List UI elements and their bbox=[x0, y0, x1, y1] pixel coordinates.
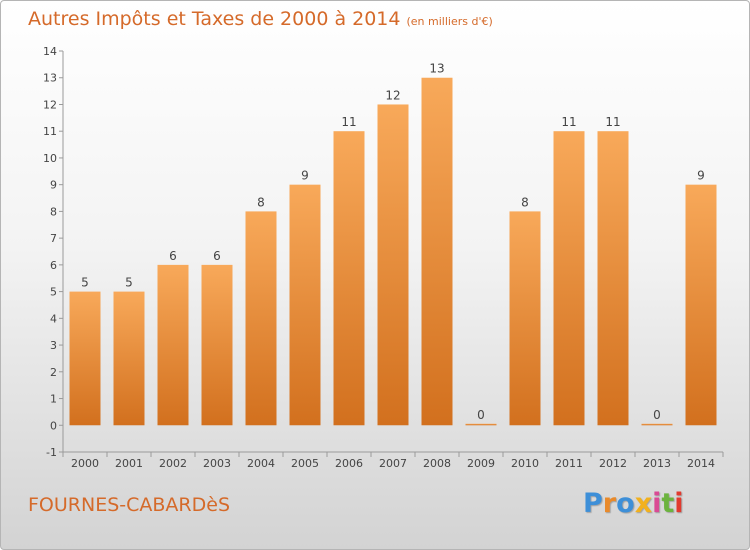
y-tick-label: 2 bbox=[50, 366, 57, 379]
logo-letter: i bbox=[652, 488, 662, 519]
data-label-2012: 11 bbox=[605, 115, 620, 129]
proxiti-logo: Proxiti bbox=[583, 488, 684, 519]
bar-2014 bbox=[685, 184, 717, 426]
data-label-2010: 8 bbox=[521, 195, 529, 209]
bar-2011 bbox=[553, 131, 585, 426]
data-label-2002: 6 bbox=[169, 249, 177, 263]
bar-2013 bbox=[641, 423, 673, 426]
bar-2002 bbox=[157, 264, 189, 426]
bar-2009 bbox=[465, 423, 497, 426]
chart-subtitle: (en milliers d'€) bbox=[406, 15, 493, 28]
x-tick-label: 2001 bbox=[115, 457, 143, 470]
bar-2001 bbox=[113, 291, 145, 426]
data-label-2007: 12 bbox=[385, 88, 400, 102]
data-label-2001: 5 bbox=[125, 276, 133, 290]
x-tick-label: 2012 bbox=[599, 457, 627, 470]
data-label-2006: 11 bbox=[341, 115, 356, 129]
data-label-2011: 11 bbox=[561, 115, 576, 129]
x-tick-label: 2011 bbox=[555, 457, 583, 470]
x-tick-label: 2005 bbox=[291, 457, 319, 470]
y-tick-label: 11 bbox=[43, 125, 57, 138]
x-tick-label: 2013 bbox=[643, 457, 671, 470]
bar-2008 bbox=[421, 77, 453, 426]
x-tick-label: 2000 bbox=[71, 457, 99, 470]
chart-bars bbox=[69, 77, 717, 426]
bar-2000 bbox=[69, 291, 101, 426]
chart-data-labels: 5 5 6 6 8 9 11 12 13 0 8 11 11 0 9 bbox=[81, 62, 705, 422]
logo-letter: P bbox=[583, 488, 603, 519]
x-tick-label: 2009 bbox=[467, 457, 495, 470]
y-tick-label: 10 bbox=[43, 152, 57, 165]
x-tick-label: 2004 bbox=[247, 457, 275, 470]
y-tick-label: 5 bbox=[50, 286, 57, 299]
data-label-2008: 13 bbox=[429, 62, 444, 76]
y-tick-label: -1 bbox=[46, 446, 57, 459]
logo-letter: t bbox=[661, 488, 675, 519]
chart-header: Autres Impôts et Taxes de 2000 à 2014 (en… bbox=[28, 8, 493, 30]
x-tick-label: 2002 bbox=[159, 457, 187, 470]
y-tick-label: 6 bbox=[50, 259, 57, 272]
x-tick-label: 2007 bbox=[379, 457, 407, 470]
logo-letter: r bbox=[602, 488, 617, 519]
bar-2010 bbox=[509, 211, 541, 426]
y-tick-label: 7 bbox=[50, 232, 57, 245]
data-label-2005: 9 bbox=[301, 169, 309, 183]
logo-letter: o bbox=[616, 488, 635, 519]
y-tick-label: 3 bbox=[50, 339, 57, 352]
y-tick-label: 8 bbox=[50, 205, 57, 218]
y-tick-label: 14 bbox=[43, 45, 57, 58]
bar-2012 bbox=[597, 131, 629, 426]
bar-2003 bbox=[201, 264, 233, 426]
x-tick-label: 2010 bbox=[511, 457, 539, 470]
y-tick-label: 4 bbox=[50, 312, 57, 325]
data-label-2009: 0 bbox=[477, 408, 485, 422]
y-tick-label: 13 bbox=[43, 72, 57, 85]
logo-letter: i bbox=[674, 488, 684, 519]
data-label-2000: 5 bbox=[81, 276, 89, 290]
y-tick-label: 9 bbox=[50, 179, 57, 192]
logo-letter: x bbox=[634, 488, 653, 519]
y-tick-label: 0 bbox=[50, 419, 57, 432]
data-label-2004: 8 bbox=[257, 195, 265, 209]
y-tick-label: 12 bbox=[43, 98, 57, 111]
bar-2004 bbox=[245, 211, 277, 426]
chart-title: Autres Impôts et Taxes de 2000 à 2014 bbox=[28, 8, 401, 30]
data-label-2013: 0 bbox=[653, 408, 661, 422]
town-name: FOURNES-CABARDèS bbox=[28, 494, 231, 516]
bar-2005 bbox=[289, 184, 321, 426]
x-tick-label: 2008 bbox=[423, 457, 451, 470]
data-label-2003: 6 bbox=[213, 249, 221, 263]
bar-2007 bbox=[377, 104, 409, 426]
y-tick-label: 1 bbox=[50, 393, 57, 406]
x-tick-label: 2006 bbox=[335, 457, 363, 470]
x-tick-label: 2003 bbox=[203, 457, 231, 470]
bar-2006 bbox=[333, 131, 365, 426]
x-tick-label: 2014 bbox=[687, 457, 715, 470]
data-label-2014: 9 bbox=[697, 169, 705, 183]
